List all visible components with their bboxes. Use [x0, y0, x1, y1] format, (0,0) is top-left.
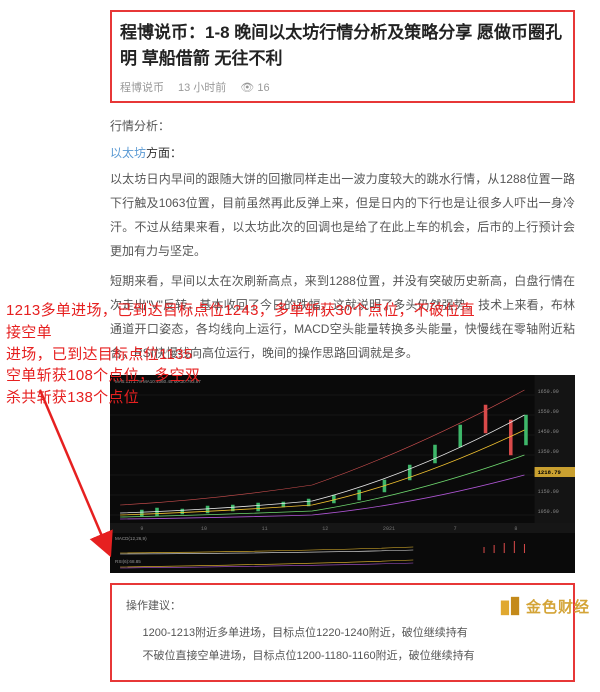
views-wrap: 👁 16: [240, 81, 269, 94]
svg-text:12: 12: [322, 526, 328, 532]
view-count: 16: [257, 82, 269, 94]
annotation-line-4: 杀共斩获138个点位: [6, 387, 481, 409]
svg-text:1550.00: 1550.00: [538, 409, 559, 415]
svg-text:1218.79: 1218.79: [538, 469, 561, 476]
svg-text:11: 11: [262, 526, 268, 532]
eth-tag-link[interactable]: 以太坊: [110, 146, 146, 160]
watermark-logo-icon: [499, 595, 521, 617]
svg-text:1350.00: 1350.00: [538, 449, 559, 455]
eye-icon: 👁: [240, 82, 254, 94]
paragraph-1: 以太坊日内早间的跟随大饼的回撤同样走出一波力度较大的跳水行情，从1288位置一路…: [110, 167, 575, 263]
suggestion-line-2: 不破位直接空单进场，目标点位1200-1180-1160附近，破位继续持有: [126, 645, 559, 668]
svg-text:8: 8: [514, 526, 517, 532]
tag-line: 以太坊方面：: [110, 144, 575, 161]
watermark: 金色财经: [499, 595, 590, 617]
svg-text:7: 7: [454, 526, 457, 532]
section-heading: 行情分析：: [110, 117, 575, 134]
annotation-line-1: 1213多单进场，已到达目标点位1243，多单斩获30个点位，不破位直接空单: [6, 300, 481, 344]
svg-text:9: 9: [140, 526, 143, 532]
svg-text:1050.00: 1050.00: [538, 509, 559, 515]
annotation-line-3: 空单斩获108个点位，多空双: [6, 365, 481, 387]
author-name[interactable]: 程博说币: [120, 79, 164, 95]
svg-text:2021: 2021: [383, 526, 395, 532]
article-title: 程博说币：1-8 晚间以太坊行情分析及策略分享 愿做币圈孔明 草船借箭 无往不利: [120, 20, 565, 71]
title-highlight-box: 程博说币：1-8 晚间以太坊行情分析及策略分享 愿做币圈孔明 草船借箭 无往不利…: [110, 10, 575, 103]
svg-text:10: 10: [201, 526, 207, 532]
suggestion-line-1: 1200-1213附近多单进场，目标点位1220-1240附近，破位继续持有: [126, 622, 559, 645]
svg-text:1450.00: 1450.00: [538, 429, 559, 435]
publish-time: 13 小时前: [178, 79, 226, 95]
svg-text:MACD(12,26,9): MACD(12,26,9): [115, 536, 147, 541]
red-annotation-overlay: 1213多单进场，已到达目标点位1243，多单斩获30个点位，不破位直接空单 进…: [6, 300, 481, 409]
suggestion-title: 操作建议：: [126, 595, 559, 618]
tag-suffix: 方面：: [146, 146, 182, 160]
article-meta: 程博说币 13 小时前 👁 16: [120, 79, 565, 95]
watermark-text: 金色财经: [526, 596, 590, 617]
svg-text:1150.00: 1150.00: [538, 489, 559, 495]
svg-text:RSI(6):68.85: RSI(6):68.85: [115, 559, 141, 564]
svg-text:1650.00: 1650.00: [538, 389, 559, 395]
annotation-line-2: 进场，已到达目标点位1135: [6, 344, 481, 366]
